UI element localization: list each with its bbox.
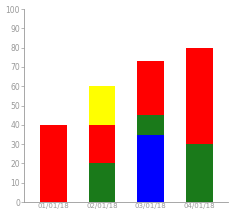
Bar — [89, 86, 115, 125]
Bar — [137, 135, 164, 202]
Bar — [186, 144, 213, 202]
Bar — [137, 115, 164, 135]
Bar — [40, 125, 67, 202]
Bar — [89, 163, 115, 202]
Bar — [186, 48, 213, 144]
Bar — [137, 61, 164, 115]
Bar — [89, 125, 115, 163]
